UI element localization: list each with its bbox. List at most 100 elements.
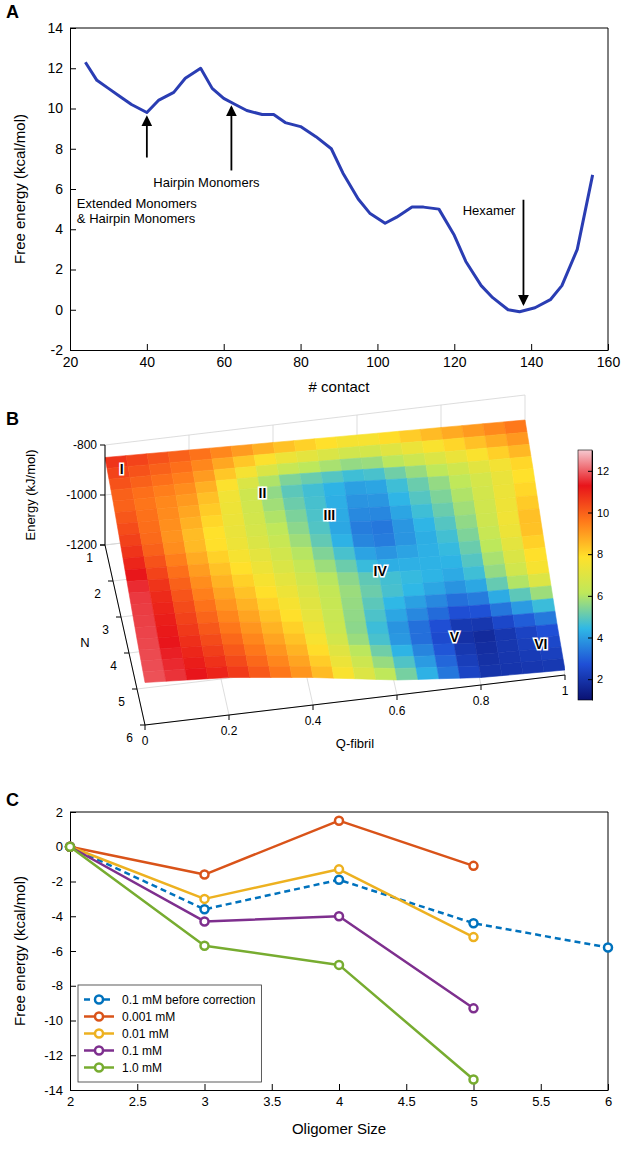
x-axis: 20406080100120140160 — [63, 344, 621, 370]
surface-patch — [278, 598, 301, 610]
surface-patch — [251, 561, 274, 574]
surface-patch — [409, 491, 432, 506]
surface-patch — [524, 548, 547, 563]
surface-patch — [386, 479, 409, 494]
surface-patch — [201, 515, 224, 528]
y-tick-mark — [100, 545, 105, 546]
colorbar-tick-label: 4 — [597, 632, 603, 644]
y-tick-mark — [70, 350, 76, 351]
surface-patch — [155, 495, 178, 508]
surface-patch — [290, 667, 313, 678]
surface-patch — [307, 645, 330, 656]
surface-patch — [301, 610, 324, 622]
surface-patch — [190, 576, 213, 589]
y-axis-title: Free energy (kcal/mol) — [11, 114, 28, 264]
legend: 0.1 mM before correction0.001 mM0.01 mM0… — [78, 985, 261, 1082]
x-axis-line — [71, 1090, 609, 1091]
surface-patch — [215, 599, 238, 611]
surface-patch — [221, 634, 244, 645]
legend-item: 0.01 mM — [84, 1027, 169, 1041]
surface-patch — [530, 586, 553, 601]
surface-patch — [224, 525, 247, 538]
y-tick-mark — [70, 149, 76, 150]
surface-patch — [335, 560, 358, 573]
surface-patch — [252, 443, 275, 456]
legend-box — [78, 985, 261, 1082]
y-tick-label: 4 — [55, 221, 63, 237]
surface-patch — [153, 485, 176, 498]
x-tick-mark — [339, 1084, 340, 1090]
surface-patch — [434, 516, 457, 531]
surface-patch — [429, 620, 452, 633]
surface-patch — [210, 446, 233, 459]
surface-patch — [425, 594, 448, 608]
surface-patch — [496, 639, 519, 652]
surface-patch — [349, 645, 372, 657]
x-axis-line — [145, 675, 565, 725]
surface-patch — [387, 621, 410, 634]
surface-patch — [279, 474, 302, 486]
surface-patch — [534, 611, 557, 626]
colorbar-tick-mark — [588, 596, 592, 597]
colorbar-tick: 12 — [588, 465, 609, 477]
surface-patch — [338, 447, 361, 460]
surface-patch — [261, 622, 284, 634]
surface-patch — [141, 660, 164, 672]
surface-patch — [384, 467, 407, 480]
surface-patch — [368, 634, 391, 646]
surface-patch — [366, 622, 389, 634]
surface-patch — [347, 634, 370, 645]
surface-patch — [178, 505, 201, 518]
colorbar — [578, 450, 592, 700]
surface-patch — [253, 574, 276, 587]
surface-patch — [175, 612, 198, 625]
surface-patch — [126, 454, 149, 467]
surface-patch — [497, 511, 520, 526]
x-tick-mark — [145, 725, 146, 730]
surface-patch — [430, 489, 453, 504]
z-tick-mark — [100, 495, 105, 496]
surface-patch — [337, 573, 360, 586]
data-point — [201, 871, 209, 879]
y-tick-mark — [70, 1090, 76, 1091]
surface-patch — [518, 509, 541, 524]
y-tick-label: 14 — [47, 20, 63, 36]
surface-patch — [501, 537, 524, 552]
y-tick: -8 — [51, 978, 76, 993]
x-tick-mark — [377, 344, 378, 350]
x-tick-label: 3.5 — [263, 1094, 281, 1109]
surface-patch — [134, 497, 157, 510]
data-point — [470, 1004, 478, 1012]
surface-patch — [395, 668, 418, 680]
data-point — [335, 865, 343, 873]
surface-patch — [328, 645, 351, 656]
surface-patch — [254, 453, 277, 466]
legend-marker — [95, 1047, 103, 1055]
surface-patch — [447, 462, 470, 476]
colorbar-tick: 2 — [588, 673, 603, 685]
y-tick-mark — [132, 689, 137, 690]
surface-patch — [465, 579, 488, 594]
surface-patch — [485, 434, 508, 448]
state-label: II — [259, 485, 267, 501]
surface-patch — [164, 669, 187, 681]
surface-patch — [298, 461, 321, 474]
y-tick: 14 — [47, 20, 76, 36]
surface-patch — [176, 494, 199, 507]
surface-patch — [329, 521, 352, 534]
surface-patch — [241, 500, 264, 514]
surface-patch — [172, 472, 195, 485]
surface-patch — [420, 428, 443, 442]
surface-patch — [143, 670, 166, 682]
colorbar-tick-mark — [588, 554, 592, 555]
x-tick-label: 100 — [366, 354, 390, 370]
y-tick-label: -10 — [44, 1013, 63, 1028]
x-tick: 5.5 — [532, 1084, 550, 1109]
y-tick-label: 12 — [47, 60, 63, 76]
surface-patch — [427, 607, 450, 620]
x-tick: 140 — [520, 344, 544, 370]
y-tick-label: -4 — [51, 909, 63, 924]
surface-patch — [214, 468, 237, 481]
legend-label: 0.1 mM before correction — [122, 993, 255, 1007]
surface-patch — [220, 502, 243, 515]
